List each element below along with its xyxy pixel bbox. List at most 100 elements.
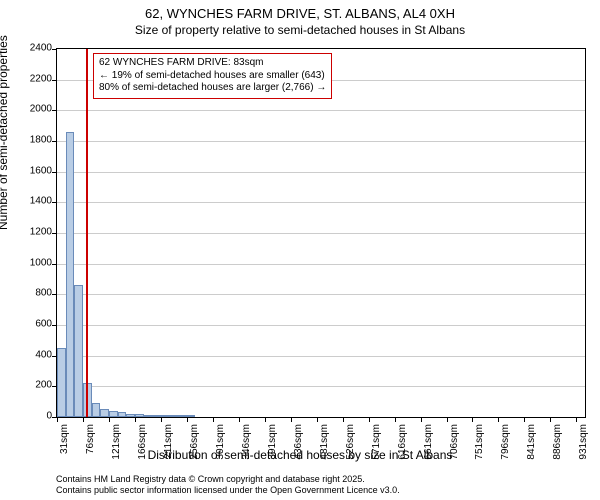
- y-tick-label: 2400: [12, 43, 52, 54]
- x-tick-label: 346sqm: [241, 424, 252, 460]
- x-tick-label: 841sqm: [526, 424, 537, 460]
- x-tick-mark: [343, 417, 344, 422]
- y-tick-mark: [52, 49, 57, 50]
- histogram-bar: [126, 414, 135, 417]
- x-tick-label: 436sqm: [293, 424, 304, 460]
- x-tick-label: 571sqm: [371, 424, 382, 460]
- gridline: [57, 233, 585, 234]
- x-tick-label: 526sqm: [345, 424, 356, 460]
- histogram-bar: [92, 403, 101, 417]
- y-tick-mark: [52, 294, 57, 295]
- x-tick-mark: [83, 417, 84, 422]
- histogram-bar: [170, 415, 179, 417]
- x-tick-mark: [109, 417, 110, 422]
- annotation-line: 62 WYNCHES FARM DRIVE: 83sqm: [99, 57, 326, 70]
- x-tick-mark: [498, 417, 499, 422]
- gridline: [57, 202, 585, 203]
- histogram-bar: [144, 415, 153, 417]
- histogram-bar: [118, 412, 127, 417]
- y-tick-mark: [52, 110, 57, 111]
- credits: Contains HM Land Registry data © Crown c…: [56, 474, 400, 496]
- y-tick-label: 600: [12, 319, 52, 330]
- x-tick-mark: [447, 417, 448, 422]
- x-tick-mark: [576, 417, 577, 422]
- y-tick-mark: [52, 325, 57, 326]
- x-tick-label: 76sqm: [85, 424, 96, 454]
- y-tick-mark: [52, 233, 57, 234]
- x-tick-label: 796sqm: [500, 424, 511, 460]
- histogram-bar: [66, 132, 75, 417]
- histogram-bar: [57, 348, 66, 417]
- histogram-bar: [178, 415, 187, 417]
- x-tick-label: 931sqm: [578, 424, 589, 460]
- histogram-bar: [74, 285, 83, 417]
- x-tick-mark: [187, 417, 188, 422]
- x-tick-label: 121sqm: [111, 424, 122, 460]
- y-axis-label: Number of semi-detached properties: [0, 35, 10, 230]
- chart-page: 62, WYNCHES FARM DRIVE, ST. ALBANS, AL4 …: [0, 0, 600, 500]
- histogram-bar: [100, 409, 109, 417]
- y-tick-label: 800: [12, 288, 52, 299]
- x-tick-mark: [524, 417, 525, 422]
- gridline: [57, 172, 585, 173]
- x-tick-label: 886sqm: [552, 424, 563, 460]
- x-tick-mark: [161, 417, 162, 422]
- reference-line: [86, 49, 88, 417]
- y-tick-mark: [52, 202, 57, 203]
- y-tick-label: 2200: [12, 73, 52, 84]
- x-tick-label: 301sqm: [215, 424, 226, 460]
- y-tick-label: 2000: [12, 104, 52, 115]
- x-tick-label: 751sqm: [474, 424, 485, 460]
- gridline: [57, 325, 585, 326]
- histogram-bar: [109, 411, 118, 417]
- annotation-line: 80% of semi-detached houses are larger (…: [99, 82, 326, 95]
- gridline: [57, 110, 585, 111]
- y-tick-label: 1200: [12, 227, 52, 238]
- x-tick-mark: [213, 417, 214, 422]
- x-tick-label: 706sqm: [449, 424, 460, 460]
- x-tick-mark: [472, 417, 473, 422]
- x-tick-mark: [265, 417, 266, 422]
- annotation-line: ← 19% of semi-detached houses are smalle…: [99, 70, 326, 83]
- x-tick-label: 616sqm: [397, 424, 408, 460]
- y-tick-label: 1400: [12, 196, 52, 207]
- gridline: [57, 386, 585, 387]
- y-tick-mark: [52, 141, 57, 142]
- x-tick-mark: [239, 417, 240, 422]
- x-tick-mark: [291, 417, 292, 422]
- x-tick-label: 661sqm: [423, 424, 434, 460]
- credit-line-2: Contains public sector information licen…: [56, 485, 400, 496]
- y-tick-label: 200: [12, 380, 52, 391]
- chart-title: 62, WYNCHES FARM DRIVE, ST. ALBANS, AL4 …: [0, 6, 600, 21]
- x-tick-label: 391sqm: [267, 424, 278, 460]
- histogram-bar: [187, 415, 196, 417]
- x-tick-label: 211sqm: [163, 424, 174, 459]
- y-tick-label: 1000: [12, 257, 52, 268]
- x-tick-mark: [369, 417, 370, 422]
- y-tick-label: 1600: [12, 165, 52, 176]
- x-tick-mark: [135, 417, 136, 422]
- y-tick-mark: [52, 80, 57, 81]
- y-tick-mark: [52, 172, 57, 173]
- x-tick-mark: [550, 417, 551, 422]
- histogram-bar: [161, 415, 170, 417]
- gridline: [57, 264, 585, 265]
- x-tick-label: 31sqm: [59, 424, 70, 454]
- y-tick-label: 1800: [12, 135, 52, 146]
- x-tick-mark: [57, 417, 58, 422]
- y-tick-label: 400: [12, 349, 52, 360]
- x-tick-mark: [317, 417, 318, 422]
- gridline: [57, 141, 585, 142]
- x-tick-label: 256sqm: [189, 424, 200, 460]
- annotation-box: 62 WYNCHES FARM DRIVE: 83sqm← 19% of sem…: [93, 53, 332, 99]
- y-tick-label: 0: [12, 411, 52, 422]
- x-tick-mark: [395, 417, 396, 422]
- gridline: [57, 356, 585, 357]
- x-tick-label: 166sqm: [137, 424, 148, 460]
- histogram-bar: [135, 414, 144, 417]
- credit-line-1: Contains HM Land Registry data © Crown c…: [56, 474, 400, 485]
- x-tick-label: 481sqm: [319, 424, 330, 460]
- histogram-bar: [152, 415, 161, 417]
- chart-subtitle: Size of property relative to semi-detach…: [0, 23, 600, 37]
- plot-area: 62 WYNCHES FARM DRIVE: 83sqm← 19% of sem…: [56, 48, 586, 418]
